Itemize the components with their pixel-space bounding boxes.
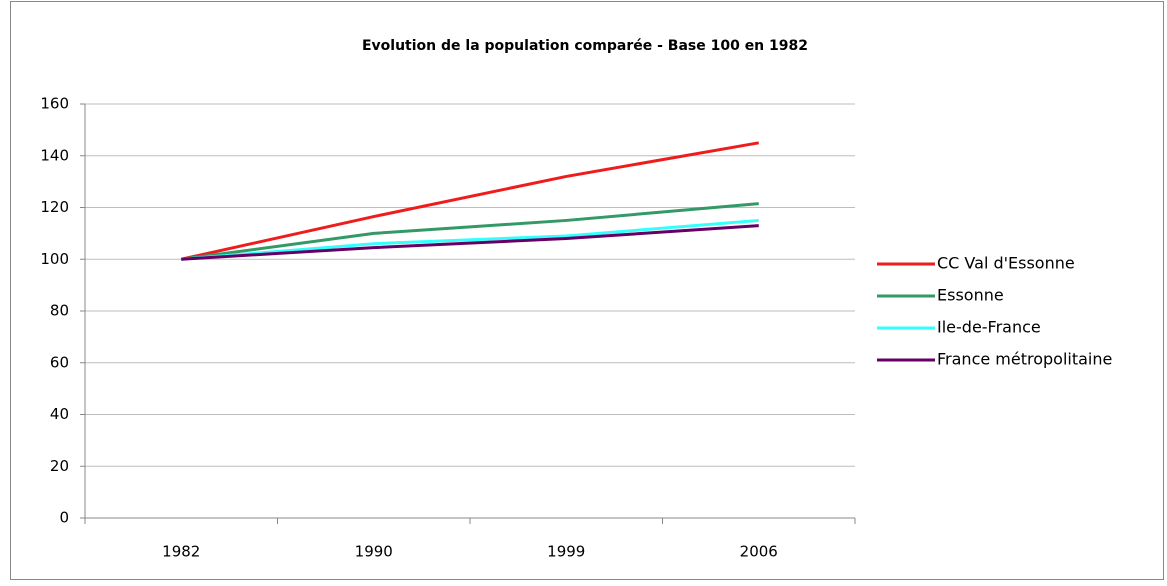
series-line: [180, 141, 760, 261]
y-tick-label: 20: [50, 457, 69, 475]
x-tick-label: 1982: [162, 543, 200, 561]
x-tick-label: 2006: [740, 543, 778, 561]
series-line: [181, 202, 759, 261]
legend-label: CC Val d'Essonne: [937, 254, 1075, 273]
y-tick-label: 140: [40, 146, 69, 164]
x-tick-label: 1990: [355, 543, 393, 561]
y-tick-label: 60: [50, 353, 69, 371]
y-tick-label: 160: [40, 95, 69, 113]
y-tick-label: 80: [50, 302, 69, 320]
y-tick-label: 40: [50, 405, 69, 423]
legend-label: Ile-de-France: [937, 318, 1041, 337]
y-tick-label: 120: [40, 198, 69, 216]
legend-label: Essonne: [937, 286, 1004, 305]
series-line: [181, 224, 759, 261]
x-tick-label: 1999: [547, 543, 585, 561]
series-line: [181, 218, 759, 261]
y-tick-label: 100: [40, 250, 69, 268]
chart-border: [10, 1, 1164, 580]
legend-label: France métropolitaine: [937, 350, 1112, 369]
chart-title: Evolution de la population comparée - Ba…: [362, 38, 808, 54]
y-tick-label: 0: [59, 509, 69, 527]
